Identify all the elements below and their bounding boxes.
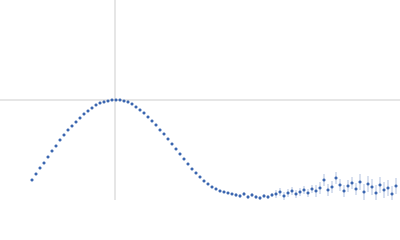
point [318, 186, 322, 190]
point [198, 175, 202, 179]
point [226, 191, 230, 195]
point [122, 99, 126, 103]
point [202, 179, 206, 183]
point [94, 103, 98, 107]
point [66, 128, 70, 132]
point [262, 194, 266, 198]
point [354, 187, 358, 191]
point [350, 181, 354, 185]
point [78, 116, 82, 120]
point [222, 190, 226, 194]
point [98, 101, 102, 105]
point [302, 188, 306, 192]
point [46, 155, 50, 159]
point [58, 138, 62, 142]
point [294, 192, 298, 196]
point [166, 137, 170, 141]
point [306, 191, 310, 195]
point [138, 108, 142, 112]
point [274, 192, 278, 196]
point [286, 191, 290, 195]
point [90, 106, 94, 110]
point [270, 193, 274, 197]
chart [0, 0, 400, 200]
point [154, 123, 158, 127]
point [110, 98, 114, 102]
point [394, 184, 398, 188]
point [374, 191, 378, 195]
point [266, 195, 270, 199]
point [150, 119, 154, 123]
point [190, 167, 194, 171]
point [34, 172, 38, 176]
point [338, 183, 342, 187]
point [30, 178, 34, 182]
point [174, 147, 178, 151]
point [322, 178, 326, 182]
point [326, 188, 330, 192]
point [158, 128, 162, 132]
point [254, 195, 258, 199]
point [362, 190, 366, 194]
point [346, 184, 350, 188]
point [118, 98, 122, 102]
point [238, 194, 242, 198]
point [86, 109, 90, 113]
point [70, 124, 74, 128]
point [242, 192, 246, 196]
point [170, 142, 174, 146]
point [114, 98, 118, 102]
point [298, 190, 302, 194]
point [178, 152, 182, 156]
point [194, 171, 198, 175]
point [382, 188, 386, 192]
point [74, 120, 78, 124]
point [282, 194, 286, 198]
point [102, 100, 106, 104]
point [290, 189, 294, 193]
point [234, 193, 238, 197]
point [50, 149, 54, 153]
point [250, 193, 254, 197]
point [334, 176, 338, 180]
point [162, 132, 166, 136]
point [42, 161, 46, 165]
point [206, 182, 210, 186]
point [134, 105, 138, 109]
point [182, 157, 186, 161]
point [230, 192, 234, 196]
point [246, 195, 250, 199]
point [186, 162, 190, 166]
point [310, 187, 314, 191]
point [214, 187, 218, 191]
point [278, 190, 282, 194]
point [378, 183, 382, 187]
point [210, 185, 214, 189]
point [218, 189, 222, 193]
point [142, 111, 146, 115]
point [390, 192, 394, 196]
point [330, 185, 334, 189]
point [358, 180, 362, 184]
point [54, 144, 58, 148]
point [370, 185, 374, 189]
point [38, 166, 42, 170]
point [314, 189, 318, 193]
point [126, 100, 130, 104]
point [146, 115, 150, 119]
point [258, 196, 262, 200]
point [130, 102, 134, 106]
point [82, 112, 86, 116]
point [366, 182, 370, 186]
point [342, 189, 346, 193]
point [386, 186, 390, 190]
point [106, 99, 110, 103]
point [62, 133, 66, 137]
